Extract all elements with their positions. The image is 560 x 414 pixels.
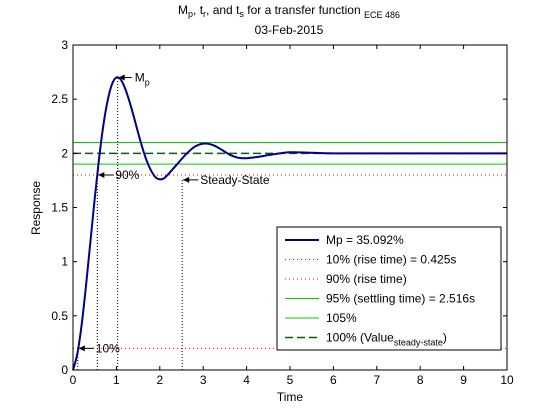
title-sub-r: r xyxy=(203,9,206,19)
steady-state-label: Steady-State xyxy=(200,173,270,187)
ticks-layer: 0 1 2 3 4 5 6 7 8 9 10 0 0.5 1 1.5 2 2.5 3 xyxy=(51,38,514,387)
title-sep1: , xyxy=(193,3,200,17)
title-sep2: , and xyxy=(206,3,236,17)
title-m: M xyxy=(178,3,188,17)
legend-label-5: 100% (Valuesteady-state) xyxy=(326,331,447,348)
x-tick-label-5: 5 xyxy=(287,373,294,387)
legend-label-4: 105% xyxy=(326,311,357,325)
y-tick-label-4: 2 xyxy=(61,146,68,160)
y-tick-label-5: 2.5 xyxy=(51,92,68,106)
x-tick-label-7: 7 xyxy=(373,373,380,387)
y-tick-label-3: 1.5 xyxy=(51,201,68,215)
title-sub-p: p xyxy=(188,9,193,19)
x-tick-label-10: 10 xyxy=(500,373,514,387)
p90-arrow-head xyxy=(98,172,105,178)
response-curve xyxy=(72,76,507,371)
y-tick-label-1: 0.5 xyxy=(51,309,68,323)
p10-arrow-head xyxy=(78,345,85,352)
chart-title: Mp, tr, and ts for a transfer function E… xyxy=(178,3,400,20)
x-tick-label-8: 8 xyxy=(417,373,424,387)
annotation-layer: Mp Steady-State 90% 10% xyxy=(78,71,270,355)
peak-label: Mp xyxy=(135,71,150,88)
legend: Mp = 35.092% 10% (rise time) = 0.425s 90% … xyxy=(276,226,502,351)
x-tick-label-6: 6 xyxy=(330,373,337,387)
x-tick-label-2: 2 xyxy=(156,373,163,387)
legend-label-2: 90% (rise time) xyxy=(326,272,407,286)
steady-state-arrow-head xyxy=(183,176,190,183)
p10-label: 10% xyxy=(96,341,120,355)
legend-label-3: 95% (settling time) = 2.516s xyxy=(326,292,475,306)
title-course: ECE 486 xyxy=(364,10,400,20)
legend-label-0: Mp = 35.092% xyxy=(326,233,404,247)
peak-arrow-head xyxy=(118,74,125,81)
x-tick-label-9: 9 xyxy=(460,373,467,387)
chart-date: 03-Feb-2015 xyxy=(255,23,324,37)
x-tick-label-1: 1 xyxy=(113,373,120,387)
title-rest: for a transfer function xyxy=(244,3,364,17)
y-tick-label-6: 3 xyxy=(61,38,68,52)
y-tick-label-0: 0 xyxy=(61,363,68,377)
x-axis-label: Time xyxy=(277,390,304,404)
title-t2: t xyxy=(236,3,240,17)
x-tick-label-4: 4 xyxy=(243,373,250,387)
y-axis-label: Response xyxy=(29,181,43,235)
title-sub-s: s xyxy=(239,9,244,19)
p90-label: 90% xyxy=(115,168,139,182)
x-tick-label-0: 0 xyxy=(70,373,77,387)
y-tick-label-2: 1 xyxy=(61,255,68,269)
legend-label-1: 10% (rise time) = 0.425s xyxy=(326,253,456,267)
x-tick-label-3: 3 xyxy=(200,373,207,387)
legend-box xyxy=(276,226,502,351)
title-t1: t xyxy=(200,3,204,17)
